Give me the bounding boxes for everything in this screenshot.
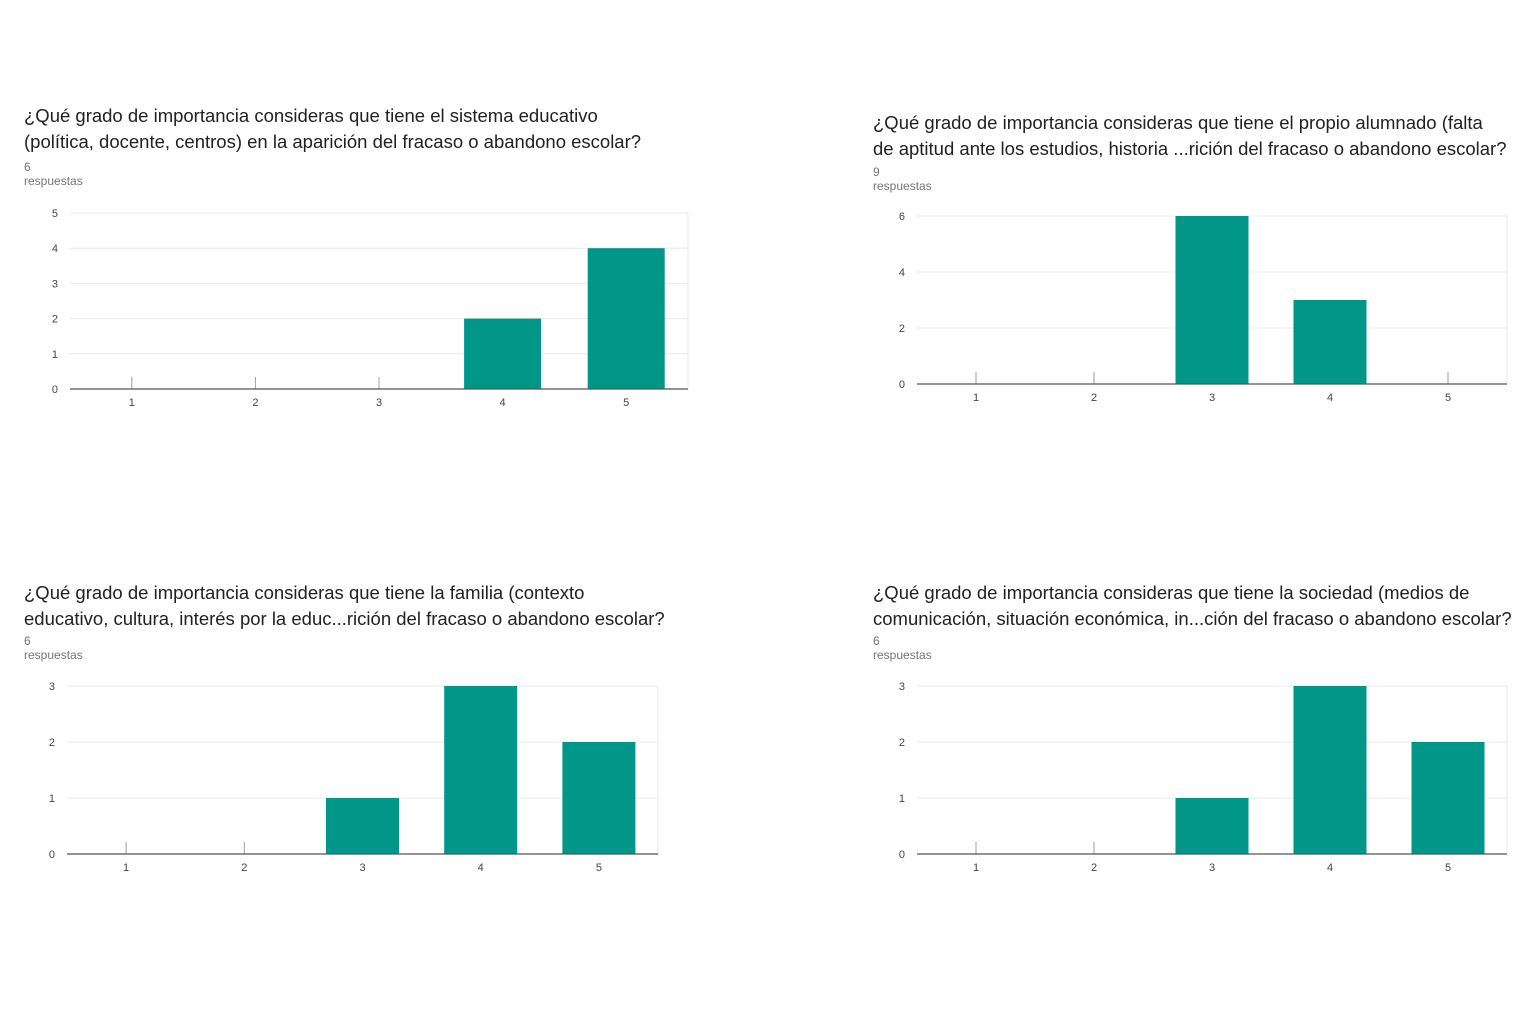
- bar: [587, 248, 665, 389]
- x-tick-label: 1: [123, 862, 129, 874]
- response-count: 6 respuestas: [24, 160, 83, 188]
- x-tick-label: 2: [241, 862, 247, 874]
- bar-chart-2: 0 2 4 6 1 2 3 4 5: [899, 211, 1508, 404]
- bar-chart-1: 0 1 2 3 4 5 1 2 3 4 5: [52, 208, 689, 409]
- x-tick-label: 5: [596, 862, 602, 874]
- y-tick-label: 1: [899, 793, 905, 805]
- x-tick-label: 5: [623, 397, 629, 409]
- y-tick-label: 0: [52, 384, 58, 396]
- question-title-line-2: educativo, cultura, interés por la educ.…: [24, 608, 665, 629]
- y-tick-label: 4: [899, 267, 905, 279]
- x-tick-label: 4: [478, 862, 484, 874]
- bar-chart-4: 0 1 2 3 1 2 3 4 5: [899, 681, 1508, 874]
- x-tick-label: 2: [1091, 862, 1097, 874]
- y-tick-label: 2: [899, 323, 905, 335]
- y-tick-label: 0: [49, 849, 55, 861]
- y-tick-label: 2: [52, 314, 58, 326]
- question-title-line-1: ¿Qué grado de importancia consideras que…: [873, 582, 1470, 603]
- y-tick-label: 5: [52, 208, 58, 220]
- question-title-line-2: comunicación, situación económica, in...…: [873, 608, 1512, 629]
- x-tick-label: 4: [1327, 392, 1333, 404]
- x-tick-label: 3: [1209, 392, 1215, 404]
- x-tick-label: 1: [973, 862, 979, 874]
- y-tick-label: 0: [899, 849, 905, 861]
- question-title-line-2: de aptitud ante los estudios, historia .…: [873, 138, 1507, 159]
- x-tick-label: 5: [1445, 392, 1451, 404]
- question-title-line-1: ¿Qué grado de importancia consideras que…: [873, 112, 1483, 133]
- x-tick-label: 4: [1327, 862, 1333, 874]
- bar-chart-3: 0 1 2 3 1 2 3 4 5: [49, 681, 659, 874]
- response-count: 6 respuestas: [24, 634, 83, 662]
- y-tick-label: 3: [49, 681, 55, 693]
- question-title-line-1: ¿Qué grado de importancia consideras que…: [24, 105, 598, 126]
- bar: [1411, 742, 1485, 854]
- bar: [1293, 300, 1367, 384]
- y-tick-label: 2: [899, 737, 905, 749]
- y-tick-label: 0: [899, 379, 905, 391]
- x-tick-label: 3: [359, 862, 365, 874]
- bar: [326, 798, 399, 854]
- x-tick-label: 3: [1209, 862, 1215, 874]
- x-tick-label: 3: [376, 397, 382, 409]
- bar: [444, 686, 518, 854]
- y-tick-label: 4: [52, 243, 58, 255]
- question-title: ¿Qué grado de importancia consideras que…: [873, 110, 1507, 162]
- y-tick-label: 2: [49, 737, 55, 749]
- bar: [562, 742, 636, 854]
- question-title-line-1: ¿Qué grado de importancia consideras que…: [24, 582, 585, 603]
- y-tick-label: 3: [899, 681, 905, 693]
- y-tick-label: 1: [49, 793, 55, 805]
- question-title-line-2: (política, docente, centros) en la apari…: [24, 131, 642, 152]
- response-count: 9 respuestas: [873, 165, 932, 193]
- bar: [1175, 216, 1249, 384]
- response-count: 6 respuestas: [873, 634, 932, 662]
- bar: [1175, 798, 1249, 854]
- x-tick-label: 1: [129, 397, 135, 409]
- x-tick-label: 2: [252, 397, 258, 409]
- question-title: ¿Qué grado de importancia consideras que…: [873, 580, 1512, 632]
- x-tick-label: 4: [500, 397, 506, 409]
- bar: [1293, 686, 1367, 854]
- question-title: ¿Qué grado de importancia consideras que…: [24, 103, 641, 155]
- y-tick-label: 6: [899, 211, 905, 223]
- x-tick-label: 5: [1445, 862, 1451, 874]
- question-title: ¿Qué grado de importancia consideras que…: [24, 580, 665, 632]
- bar: [464, 318, 542, 389]
- y-tick-label: 1: [52, 349, 58, 361]
- x-tick-label: 2: [1091, 392, 1097, 404]
- x-tick-label: 1: [973, 392, 979, 404]
- y-tick-label: 3: [52, 278, 58, 290]
